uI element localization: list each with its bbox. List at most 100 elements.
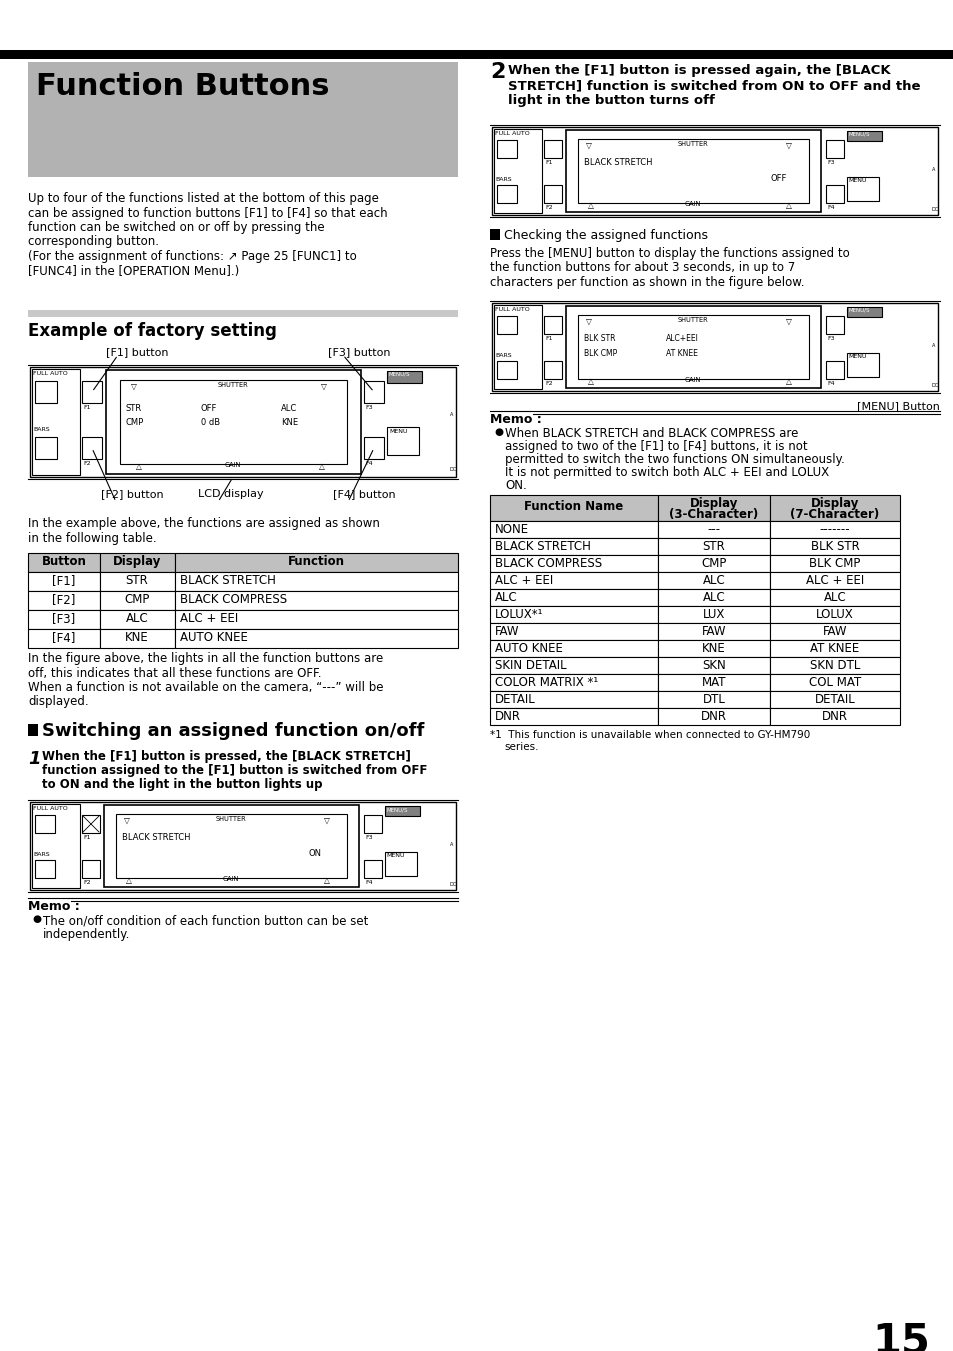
Text: [F1] button: [F1] button xyxy=(106,347,169,357)
Text: ON: ON xyxy=(309,848,322,858)
Text: GAIN: GAIN xyxy=(684,377,700,382)
Bar xyxy=(846,353,878,377)
Bar xyxy=(116,815,347,878)
Bar xyxy=(174,611,457,630)
Text: MENU/S: MENU/S xyxy=(848,132,869,136)
Text: F2: F2 xyxy=(83,461,91,466)
Bar xyxy=(658,571,769,589)
Bar xyxy=(28,309,457,317)
Text: [F2]: [F2] xyxy=(52,593,75,607)
Text: △: △ xyxy=(587,201,594,209)
Text: NONE: NONE xyxy=(495,523,529,536)
Text: KNE: KNE xyxy=(281,417,297,427)
Text: displayed.: displayed. xyxy=(28,696,89,708)
Text: [F1]: [F1] xyxy=(52,574,75,586)
Bar xyxy=(82,436,102,459)
Text: (For the assignment of functions: ↗ Page 25 [FUNC1] to: (For the assignment of functions: ↗ Page… xyxy=(28,250,356,263)
Bar xyxy=(30,367,456,477)
Text: ▽: ▽ xyxy=(324,816,330,825)
Text: A: A xyxy=(450,842,453,847)
Text: BARS: BARS xyxy=(33,852,50,857)
Text: BLACK COMPRESS: BLACK COMPRESS xyxy=(180,593,287,607)
Text: When the [F1] button is pressed again, the [BLACK: When the [F1] button is pressed again, t… xyxy=(507,63,890,77)
Bar xyxy=(0,50,953,59)
Text: KNE: KNE xyxy=(701,642,725,655)
Text: in the following table.: in the following table. xyxy=(28,532,156,544)
Bar xyxy=(543,185,561,203)
Bar xyxy=(658,555,769,571)
Bar xyxy=(543,361,561,380)
Bar xyxy=(364,436,384,459)
Text: DC: DC xyxy=(931,382,938,388)
Text: A: A xyxy=(931,343,934,349)
Text: △: △ xyxy=(587,377,594,386)
Text: When the [F1] button is pressed, the [BLACK STRETCH]: When the [F1] button is pressed, the [BL… xyxy=(42,750,411,763)
Text: ALC: ALC xyxy=(281,404,297,413)
Text: F3: F3 xyxy=(365,405,373,409)
Text: LUX: LUX xyxy=(702,608,724,621)
Text: Press the [MENU] button to display the functions assigned to: Press the [MENU] button to display the f… xyxy=(490,247,849,259)
Text: BLACK COMPRESS: BLACK COMPRESS xyxy=(495,557,601,570)
Text: permitted to switch the two functions ON simultaneously.: permitted to switch the two functions ON… xyxy=(504,453,843,466)
Text: Function Name: Function Name xyxy=(524,500,623,513)
Text: BLK STR: BLK STR xyxy=(583,334,615,343)
Text: SHUTTER: SHUTTER xyxy=(677,141,708,147)
Text: ALC: ALC xyxy=(126,612,149,626)
Bar xyxy=(100,553,174,571)
Text: LOLUX: LOLUX xyxy=(815,608,853,621)
Text: Switching an assigned function on/off: Switching an assigned function on/off xyxy=(42,721,424,740)
Bar xyxy=(385,807,419,816)
Text: GAIN: GAIN xyxy=(684,201,700,207)
Bar xyxy=(490,555,658,571)
Text: (7-Character): (7-Character) xyxy=(789,508,879,521)
Text: F1: F1 xyxy=(83,405,91,409)
Text: ▽: ▽ xyxy=(585,317,591,326)
Bar xyxy=(28,571,100,590)
Bar xyxy=(120,380,347,463)
Text: ALC: ALC xyxy=(822,590,845,604)
Text: DC: DC xyxy=(931,207,938,212)
Bar xyxy=(578,139,808,203)
Text: FULL AUTO: FULL AUTO xyxy=(495,131,529,136)
Bar xyxy=(364,815,381,834)
Bar xyxy=(490,657,658,674)
Bar xyxy=(658,657,769,674)
Text: STR: STR xyxy=(702,540,724,553)
Text: function assigned to the [F1] button is switched from OFF: function assigned to the [F1] button is … xyxy=(42,765,427,777)
Text: ALC: ALC xyxy=(702,590,724,604)
Text: △: △ xyxy=(136,462,142,471)
Bar xyxy=(490,674,658,690)
Text: Function Buttons: Function Buttons xyxy=(36,72,329,101)
Bar xyxy=(825,316,843,334)
Text: SHUTTER: SHUTTER xyxy=(215,816,246,821)
Text: MENU/S: MENU/S xyxy=(848,308,869,313)
Bar xyxy=(28,630,100,648)
Text: STR: STR xyxy=(126,574,149,586)
Bar xyxy=(769,607,899,623)
Text: 1: 1 xyxy=(28,750,40,767)
Text: BLACK STRETCH: BLACK STRETCH xyxy=(122,834,191,842)
Text: ALC+EEI: ALC+EEI xyxy=(665,334,699,343)
Text: ALC + EEI: ALC + EEI xyxy=(180,612,238,626)
Text: [F4] button: [F4] button xyxy=(333,489,395,499)
Bar xyxy=(174,590,457,611)
Bar xyxy=(364,861,381,878)
Text: BLACK STRETCH: BLACK STRETCH xyxy=(583,158,652,168)
Text: △: △ xyxy=(324,875,330,885)
Bar xyxy=(565,305,821,388)
Bar xyxy=(658,640,769,657)
Text: corresponding button.: corresponding button. xyxy=(28,235,159,249)
Bar xyxy=(100,571,174,590)
Text: FAW: FAW xyxy=(821,626,846,638)
Text: The on/off condition of each function button can be set: The on/off condition of each function bu… xyxy=(43,915,368,927)
Text: F3: F3 xyxy=(826,159,834,165)
Bar xyxy=(769,538,899,555)
Bar xyxy=(769,521,899,538)
Text: AUTO KNEE: AUTO KNEE xyxy=(180,631,248,644)
Text: F3: F3 xyxy=(365,835,373,840)
Text: F4: F4 xyxy=(826,381,834,386)
Text: F1: F1 xyxy=(83,835,91,840)
Bar xyxy=(82,381,102,403)
Bar xyxy=(658,623,769,640)
Text: the function buttons for about 3 seconds, in up to 7: the function buttons for about 3 seconds… xyxy=(490,262,795,274)
